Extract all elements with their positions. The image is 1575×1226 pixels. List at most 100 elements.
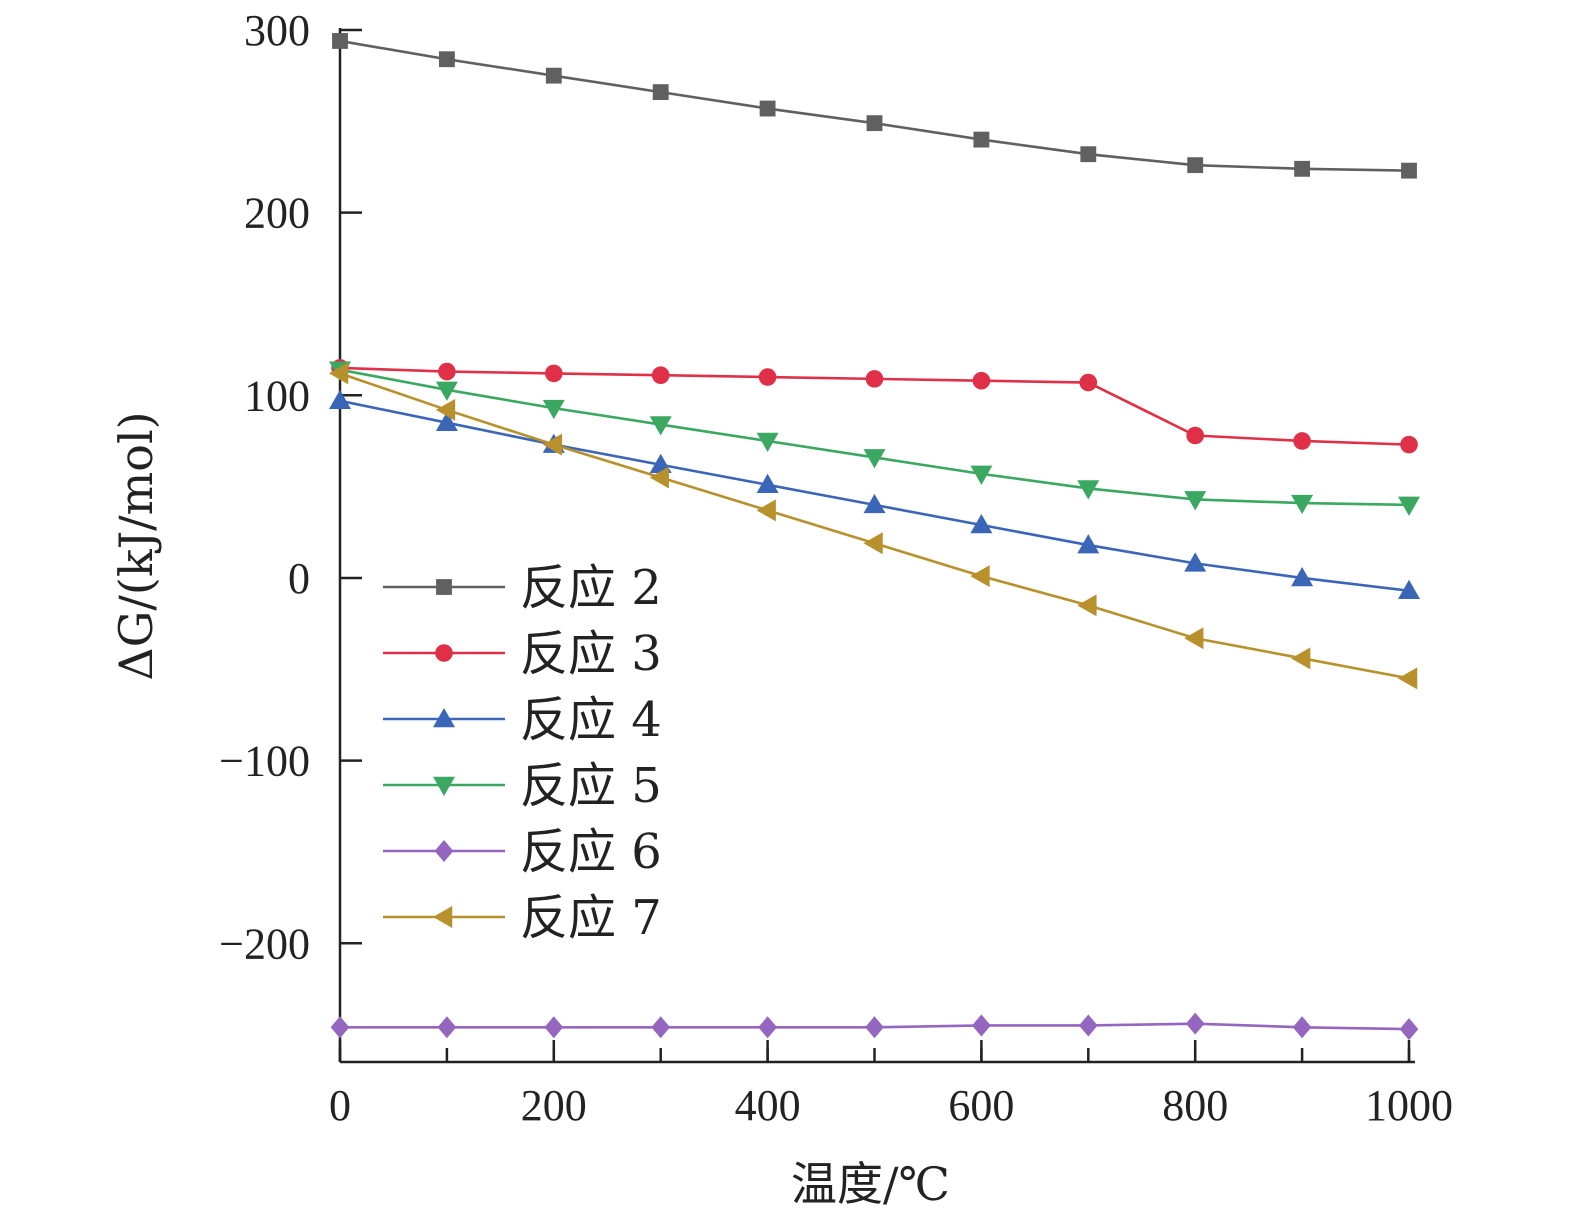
data-point [865,370,884,388]
data-point [1292,1016,1312,1039]
legend: 反应 2 反应 3 反应 4 反应 5 反应 6 反应 7 [383,560,662,946]
x-tick-label: 0 [329,1081,351,1130]
data-point [1184,552,1207,572]
y-tick-label: −100 [219,737,310,786]
data-point [1398,579,1420,600]
legend-marker [433,776,455,796]
data-point [863,532,883,555]
data-point [866,115,883,132]
data-point [1401,162,1417,179]
data-point [1400,435,1418,454]
data-point [438,51,455,68]
data-point [1186,426,1204,445]
data-point [1078,1014,1098,1037]
legend-item: 反应 7 [383,890,662,946]
legend-label: 反应 5 [520,758,662,814]
data-point [759,100,776,117]
legend-marker [436,579,452,595]
data-point [1291,647,1311,670]
x-axis-title: 温度/℃ [791,1157,950,1211]
legend-marker [433,708,455,728]
y-tick-label: 100 [244,371,310,420]
data-point [1184,491,1207,511]
y-tick-label: −200 [219,919,310,968]
data-point [542,433,563,456]
y-ticks: 300 200 100 0 −100 −200 [219,6,362,968]
series-layer [329,33,1420,1041]
x-tick-label: 400 [735,1081,801,1130]
data-point [972,371,991,390]
series-3 [329,389,1420,600]
data-point [1079,373,1098,392]
data-point [1077,594,1097,617]
legend-label: 反应 6 [520,824,662,880]
x-ticks: 0 200 400 600 800 1000 [329,1040,1453,1130]
data-point [332,33,348,49]
legend-marker [433,906,453,928]
y-tick-label: 0 [288,554,310,603]
data-point [542,399,565,420]
data-point [865,1016,884,1039]
data-point [756,499,776,522]
data-point [1080,146,1097,163]
data-point [649,416,672,436]
data-point [758,368,777,386]
data-point [649,466,669,489]
legend-item: 反应 4 [383,692,662,748]
y-axis-title: ΔG/(kJ/mol) [109,411,163,680]
series-1 [332,33,1417,179]
data-point [970,565,990,588]
legend-marker [434,840,454,862]
data-point [1398,667,1418,690]
legend-label: 反应 2 [520,560,662,616]
series-line [339,39,1410,172]
data-point [1293,432,1311,450]
data-point [1398,496,1420,516]
data-point [435,398,456,421]
data-point [1185,1012,1205,1035]
axes [338,28,1415,1064]
data-point [544,1016,564,1039]
data-point [545,67,562,84]
legend-item: 反应 2 [383,560,662,616]
data-point [329,362,349,385]
legend-label: 反应 3 [520,626,662,682]
data-point [1184,627,1204,650]
data-point [438,362,456,381]
data-point [1291,566,1314,587]
data-point [437,1016,457,1039]
data-point [970,465,993,485]
data-point [973,131,990,148]
data-point [651,1016,671,1039]
legend-item: 反应 6 [383,824,662,880]
data-point [1291,494,1314,515]
series-5 [330,1012,1419,1041]
data-point [1294,160,1311,177]
series-line [339,372,1410,680]
data-point [435,381,458,401]
x-tick-label: 600 [948,1081,1014,1130]
series-4 [329,361,1420,516]
data-point [863,449,886,469]
data-point [972,1014,991,1037]
legend-item: 反应 3 [383,626,662,682]
x-tick-label: 1000 [1365,1081,1453,1130]
legend-marker [435,644,453,662]
legend-label: 反应 4 [520,692,662,748]
data-point [1399,1018,1419,1041]
data-point [329,389,351,410]
x-tick-label: 200 [521,1081,587,1130]
series-2 [331,359,1418,454]
data-point [756,432,779,452]
series-6 [329,362,1418,690]
legend-label: 反应 7 [520,890,662,946]
legend-item: 反应 5 [383,758,662,814]
x-tick-label: 800 [1162,1081,1228,1130]
data-point [756,473,779,494]
data-point [651,366,670,385]
data-point [545,364,563,383]
data-point [330,1016,350,1039]
data-point [1077,480,1100,500]
data-point [652,84,669,101]
